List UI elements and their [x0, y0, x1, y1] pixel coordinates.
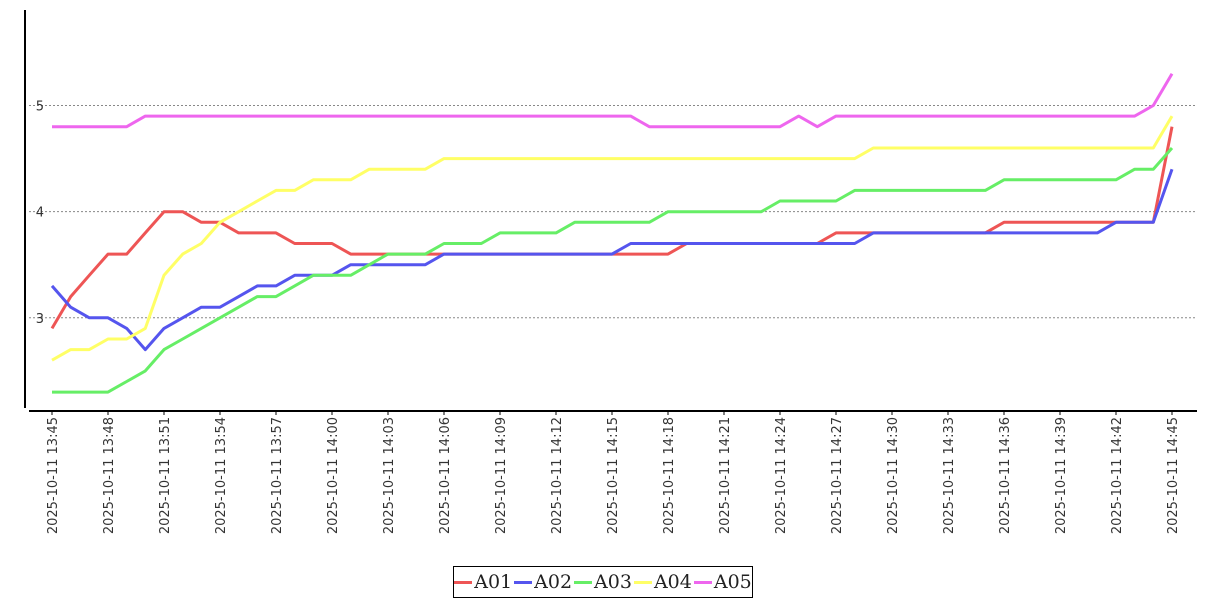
legend: A01 A02 A03 A04 A05: [453, 566, 753, 598]
series-line-a02: [50, 168, 1174, 352]
x-tick-label: 2025-10-11 14:06: [438, 417, 453, 534]
series-line-a05: [52, 72, 1174, 129]
x-tick-label: 2025-10-11 14:39: [1054, 417, 1069, 534]
x-tick-label: 2025-10-11 13:48: [102, 417, 117, 534]
x-tick-label: 2025-10-11 13:45: [46, 417, 61, 534]
x-tick-label: 2025-10-11 14:12: [550, 417, 565, 534]
x-tick-label: 2025-10-11 14:18: [662, 417, 677, 534]
legend-swatch: [454, 580, 473, 584]
x-tick-label: 2025-10-11 14:42: [1110, 417, 1125, 534]
x-tick-label: 2025-10-11 14:21: [718, 417, 733, 534]
x-tick-label: 2025-10-11 14:09: [494, 417, 509, 534]
series-line-a03: [52, 147, 1174, 394]
x-axis-ticks: 2025-10-11 13:45 2025-10-11 13:48 2025-10-…: [46, 411, 1181, 534]
legend-label: A01: [474, 571, 513, 593]
legend-swatch: [574, 580, 593, 584]
legend-label: A02: [534, 571, 573, 593]
legend-item-a02: A02: [514, 571, 572, 593]
x-tick-label: 2025-10-11 14:24: [774, 417, 789, 534]
y-axis-ticks: 3 4 5: [36, 100, 44, 327]
x-tick-label: 2025-10-11 13:54: [214, 417, 229, 534]
legend-swatch: [514, 580, 533, 584]
x-tick-label: 2025-10-11 14:36: [998, 417, 1013, 534]
x-tick-label: 2025-10-11 14:03: [382, 417, 397, 534]
x-tick-label: 2025-10-11 14:00: [326, 417, 341, 534]
y-tick-label: 5: [36, 100, 44, 115]
legend-label: A04: [653, 571, 692, 593]
x-tick-label: 2025-10-11 13:57: [270, 417, 285, 534]
x-tick-label: 2025-10-11 14:33: [942, 417, 957, 534]
series-line-a01: [50, 126, 1174, 330]
legend-item-a03: A03: [574, 571, 632, 593]
legend-swatch: [693, 580, 712, 584]
legend-label: A03: [594, 571, 632, 593]
x-tick-label: 2025-10-11 14:27: [830, 417, 845, 534]
series-line-a04: [51, 115, 1174, 362]
gridlines: [29, 105, 1197, 319]
legend-label: A05: [713, 571, 752, 593]
legend-swatch: [633, 580, 652, 584]
y-tick-label: 3: [36, 312, 44, 327]
y-tick-label: 4: [36, 206, 44, 221]
x-tick-label: 2025-10-11 13:51: [158, 417, 173, 534]
series-lines: [50, 72, 1174, 394]
legend-item-a05: A05: [693, 571, 752, 593]
x-tick-label: 2025-10-11 14:30: [886, 417, 901, 534]
legend-item-a04: A04: [633, 571, 692, 593]
x-tick-label: 2025-10-11 14:15: [606, 417, 621, 534]
x-tick-label: 2025-10-11 14:45: [1166, 417, 1181, 534]
legend-item-a01: A01: [454, 571, 512, 593]
